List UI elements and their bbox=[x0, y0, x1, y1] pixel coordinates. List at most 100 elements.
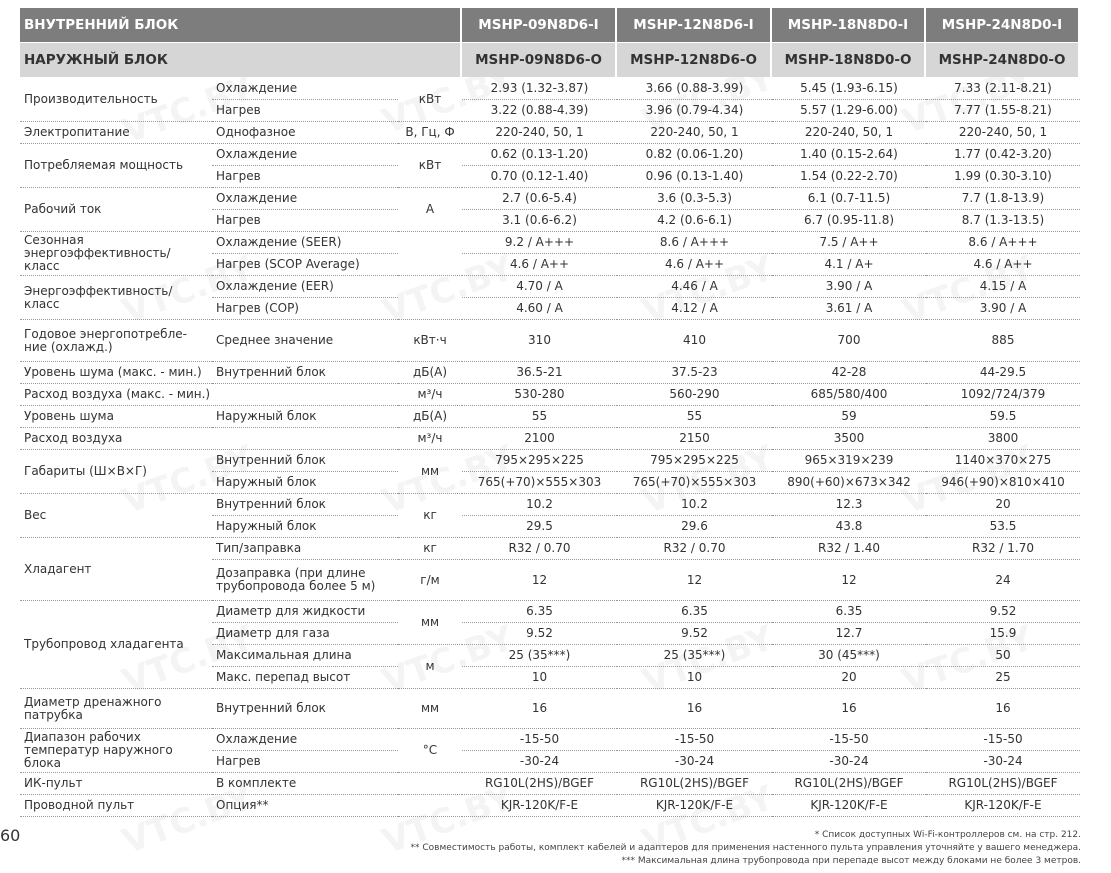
value: 29.5 bbox=[462, 516, 617, 538]
row-sublabel: В комплекте bbox=[212, 773, 398, 795]
unit: кг bbox=[398, 494, 462, 538]
unit: кВт bbox=[398, 78, 462, 122]
value: 795×295×225 bbox=[462, 450, 617, 472]
unit: А bbox=[398, 188, 462, 232]
value: 6.35 bbox=[772, 601, 926, 623]
row-sublabel: Внутренний блок bbox=[212, 689, 398, 729]
row-label: Годовое энергопотребле- ние (охлажд.) bbox=[20, 320, 212, 362]
value: 0.82 (0.06-1.20) bbox=[617, 144, 772, 166]
value: 410 bbox=[617, 320, 772, 362]
value: 4.6 / A++ bbox=[926, 254, 1080, 276]
unit-empty bbox=[398, 276, 462, 320]
value: -30-24 bbox=[462, 751, 617, 773]
row-label: Трубопровод хладагента bbox=[20, 601, 212, 689]
row-sublabel: Охлаждение bbox=[212, 188, 398, 210]
unit: м³/ч bbox=[398, 428, 462, 450]
value: 12 bbox=[462, 560, 617, 601]
value: 4.6 / A++ bbox=[462, 254, 617, 276]
value: RG10L(2HS)/BGEF bbox=[617, 773, 772, 795]
value: 0.62 (0.13-1.20) bbox=[462, 144, 617, 166]
value: 30 (45***) bbox=[772, 645, 926, 667]
outdoor-model: MSHP-18N8D0-O bbox=[772, 43, 926, 77]
value: 3800 bbox=[926, 428, 1080, 450]
value: 20 bbox=[772, 667, 926, 689]
row-label: Диаметр дренажного патрубка bbox=[20, 689, 212, 729]
indoor-model: MSHP-12N8D6-I bbox=[617, 8, 772, 42]
value: 16 bbox=[772, 689, 926, 729]
row-sublabel: Нагрев (SCOP Average) bbox=[212, 254, 398, 276]
unit: °C bbox=[398, 729, 462, 773]
value: 6.7 (0.95-11.8) bbox=[772, 210, 926, 232]
value: 4.1 / A+ bbox=[772, 254, 926, 276]
value: 0.96 (0.13-1.40) bbox=[617, 166, 772, 188]
value: 25 bbox=[926, 667, 1080, 689]
unit: г/м bbox=[398, 560, 462, 601]
value: 1.40 (0.15-2.64) bbox=[772, 144, 926, 166]
value: 5.45 (1.93-6.15) bbox=[772, 78, 926, 100]
row-sublabel: Внутренний блок bbox=[212, 450, 398, 472]
row-label: Потребляемая мощность bbox=[20, 144, 212, 188]
row-sublabel: Диаметр для газа bbox=[212, 623, 398, 645]
unit: мм bbox=[398, 450, 462, 494]
value: 2100 bbox=[462, 428, 617, 450]
value: KJR-120K/F-E bbox=[772, 795, 926, 817]
value: 5.57 (1.29-6.00) bbox=[772, 100, 926, 122]
value: 220-240, 50, 1 bbox=[926, 122, 1080, 144]
value: 44-29.5 bbox=[926, 362, 1080, 384]
value: 4.15 / A bbox=[926, 276, 1080, 298]
value: 885 bbox=[926, 320, 1080, 362]
value: -15-50 bbox=[772, 729, 926, 751]
value: 53.5 bbox=[926, 516, 1080, 538]
unit: дБ(А) bbox=[398, 406, 462, 428]
row-label: Уровень шума (макс. - мин.) bbox=[20, 362, 212, 384]
indoor-model: MSHP-18N8D0-I bbox=[772, 8, 926, 42]
row-label: Электропитание bbox=[20, 122, 212, 144]
value: -15-50 bbox=[926, 729, 1080, 751]
value: 7.5 / A++ bbox=[772, 232, 926, 254]
row-label: Диапазон рабочих температур наружного бл… bbox=[20, 729, 212, 773]
indoor-model: MSHP-24N8D0-I bbox=[926, 8, 1080, 42]
value: 50 bbox=[926, 645, 1080, 667]
row-label: Сезонная энергоэффективность/ класс bbox=[20, 232, 212, 276]
outdoor-model: MSHP-09N8D6-O bbox=[462, 43, 617, 77]
value: 4.12 / A bbox=[617, 298, 772, 320]
row-sublabel: Максимальная длина bbox=[212, 645, 398, 667]
value: 20 bbox=[926, 494, 1080, 516]
unit-empty bbox=[398, 773, 462, 795]
value: 9.2 / A+++ bbox=[462, 232, 617, 254]
value: 9.52 bbox=[462, 623, 617, 645]
row-sublabel: Диаметр для жидкости bbox=[212, 601, 398, 623]
value: 6.35 bbox=[617, 601, 772, 623]
row-label: Хладагент bbox=[20, 538, 212, 601]
row-sublabel: Охлаждение (SEER) bbox=[212, 232, 398, 254]
row-sublabel: Наружный блок bbox=[212, 472, 398, 494]
value: 25 (35***) bbox=[462, 645, 617, 667]
value: 1.77 (0.42-3.20) bbox=[926, 144, 1080, 166]
value: 4.6 / A++ bbox=[617, 254, 772, 276]
value: 7.33 (2.11-8.21) bbox=[926, 78, 1080, 100]
value: 4.2 (0.6-6.1) bbox=[617, 210, 772, 232]
row-sublabel: Наружный блок bbox=[212, 516, 398, 538]
value: 3.96 (0.79-4.34) bbox=[617, 100, 772, 122]
value: 560-290 bbox=[617, 384, 772, 406]
value: 24 bbox=[926, 560, 1080, 601]
value: 16 bbox=[926, 689, 1080, 729]
value: 16 bbox=[462, 689, 617, 729]
value: 765(+70)×555×303 bbox=[617, 472, 772, 494]
value: -15-50 bbox=[462, 729, 617, 751]
row-sublabel: Нагрев bbox=[212, 210, 398, 232]
row-sublabel: Наружный блок bbox=[212, 406, 398, 428]
footnote: ** Совместимость работы, комплект кабеле… bbox=[410, 843, 1081, 853]
value: 12.3 bbox=[772, 494, 926, 516]
value: 3500 bbox=[772, 428, 926, 450]
row-sublabel: Охлаждение (EER) bbox=[212, 276, 398, 298]
value: 10.2 bbox=[617, 494, 772, 516]
value: R32 / 1.70 bbox=[926, 538, 1080, 560]
unit: мм bbox=[398, 689, 462, 729]
value: 7.77 (1.55-8.21) bbox=[926, 100, 1080, 122]
row-sublabel: Внутренний блок bbox=[212, 494, 398, 516]
outdoor-model: MSHP-24N8D0-O bbox=[926, 43, 1080, 77]
value: 37.5-23 bbox=[617, 362, 772, 384]
value: R32 / 0.70 bbox=[462, 538, 617, 560]
value: 2.93 (1.32-3.87) bbox=[462, 78, 617, 100]
